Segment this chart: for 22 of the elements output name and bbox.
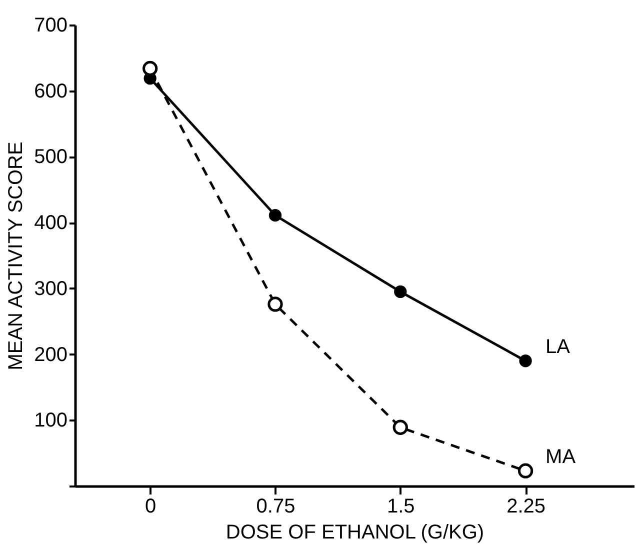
point [518, 463, 534, 478]
y-tick-label: 200 [34, 344, 68, 366]
point [142, 60, 158, 76]
point [268, 296, 283, 312]
y-tick-label: 500 [34, 146, 68, 168]
series-label: MA [546, 446, 576, 468]
y-tick-label: 600 [34, 80, 68, 102]
point [392, 420, 408, 435]
point [519, 354, 532, 368]
y-tick-label: 700 [34, 14, 68, 36]
x-tick-label: 1.5 [386, 496, 415, 518]
x-tick-label: 0.75 [256, 496, 296, 518]
y-axis-title: MEAN ACTIVITY SCORE [5, 142, 28, 370]
point [268, 209, 282, 222]
x-tick-label: 0 [145, 496, 156, 518]
point [394, 285, 407, 298]
x-axis-title: DOSE OF ETHANOL (G/KG) [226, 522, 484, 544]
y-tick-label: 400 [34, 212, 68, 234]
x-tick-label: 2.25 [506, 496, 546, 518]
y-tick-label: 300 [34, 278, 68, 300]
series-label: LA [546, 336, 571, 358]
y-tick-label: 100 [34, 410, 68, 432]
